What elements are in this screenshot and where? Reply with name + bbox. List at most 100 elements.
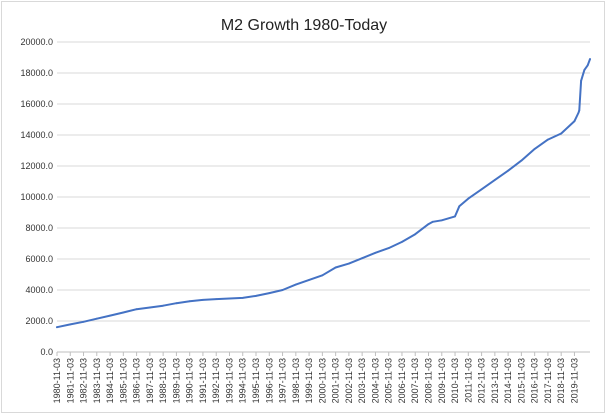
data-point <box>348 262 350 265</box>
x-tick-label: 1998-11-03 <box>291 358 301 403</box>
data-point <box>255 295 257 297</box>
y-tick-label: 6000.0 <box>25 254 53 264</box>
x-tick-label: 2001-11-03 <box>331 358 341 403</box>
x-tick-label: 2014-11-03 <box>503 358 513 403</box>
data-point <box>427 223 430 226</box>
data-point <box>321 274 324 277</box>
data-point <box>334 266 337 269</box>
x-tick-label: 1988-11-03 <box>158 358 168 403</box>
data-point <box>586 64 589 67</box>
x-tick-label: 1997-11-03 <box>278 358 288 403</box>
data-point <box>162 304 165 307</box>
data-point <box>454 215 456 218</box>
data-point <box>109 314 111 317</box>
x-tick-label: 1984-11-03 <box>105 358 115 403</box>
data-point <box>458 205 461 208</box>
data-point <box>431 220 434 223</box>
data-point <box>494 179 496 181</box>
x-tick-label: 2015-11-03 <box>516 358 526 403</box>
x-tick-label: 2007-11-03 <box>410 358 420 403</box>
data-point <box>467 197 470 200</box>
data-point <box>401 241 403 243</box>
y-tick-label: 0.0 <box>40 347 53 357</box>
x-tick-label: 2016-11-03 <box>530 358 540 403</box>
data-point <box>149 306 151 309</box>
x-tick-label: 1989-11-03 <box>171 358 181 403</box>
series-layer <box>56 58 591 329</box>
x-axis-tick-labels: 1980-11-03 1981-11-03 1982-11-03 1983-11-03… <box>52 358 579 403</box>
y-tick-label: 16000.0 <box>20 99 53 109</box>
x-tick-label: 2017-11-03 <box>543 358 553 403</box>
data-point <box>175 302 178 305</box>
data-point <box>69 323 72 326</box>
y-axis-tick-labels: 0.0 2000.0 4000.0 6000.0 8000.0 10000.0 12000.… <box>20 37 53 357</box>
data-point <box>228 297 231 300</box>
x-tick-label: 2009-11-03 <box>437 358 447 403</box>
x-tick-label: 1982-11-03 <box>79 358 89 403</box>
data-point <box>122 311 125 314</box>
x-tick-label: 2003-11-03 <box>357 358 367 403</box>
data-point <box>135 308 138 311</box>
data-point <box>577 111 580 114</box>
data-point <box>361 257 364 260</box>
x-tick-label: 2004-11-03 <box>370 358 380 403</box>
data-point <box>188 300 191 303</box>
axes <box>56 351 590 356</box>
data-point <box>414 233 417 236</box>
x-tick-label: 2008-11-03 <box>424 358 434 403</box>
data-point <box>578 109 581 112</box>
data-point <box>56 326 58 329</box>
data-point <box>480 188 483 191</box>
y-tick-label: 14000.0 <box>20 130 53 140</box>
data-point <box>294 283 297 286</box>
x-tick-label: 2011-11-03 <box>463 358 473 403</box>
data-point <box>374 251 377 254</box>
data-point <box>580 79 582 82</box>
y-tick-label: 4000.0 <box>25 285 53 295</box>
data-point <box>520 159 523 162</box>
x-tick-label: 1994-11-03 <box>238 358 248 403</box>
data-point <box>241 297 244 299</box>
y-tick-label: 18000.0 <box>20 68 53 78</box>
data-point <box>215 298 218 300</box>
data-point <box>440 219 443 222</box>
x-tick-label: 1986-11-03 <box>132 358 142 403</box>
data-point <box>387 247 390 250</box>
y-tick-label: 20000.0 <box>20 37 53 47</box>
data-point <box>95 317 98 320</box>
data-point <box>507 169 509 172</box>
x-tick-label: 1995-11-03 <box>251 358 261 403</box>
data-point <box>573 120 576 122</box>
y-tick-label: 12000.0 <box>20 161 53 171</box>
x-tick-label: 2019-11-03 <box>569 358 579 403</box>
x-tick-label: 2012-11-03 <box>477 358 487 403</box>
data-point <box>547 138 549 141</box>
x-tick-label: 2002-11-03 <box>344 358 354 403</box>
x-tick-label: 2013-11-03 <box>490 358 500 403</box>
data-point <box>583 69 586 71</box>
y-tick-label: 8000.0 <box>25 223 53 233</box>
series-line <box>56 58 591 329</box>
x-tick-label: 1999-11-03 <box>304 358 314 403</box>
x-tick-label: 1980-11-03 <box>52 358 62 403</box>
data-point <box>82 320 85 323</box>
data-point <box>533 148 536 150</box>
data-point <box>268 292 271 294</box>
x-tick-label: 2005-11-03 <box>384 358 394 403</box>
x-tick-label: 1993-11-03 <box>224 358 234 403</box>
x-tick-label: 1985-11-03 <box>118 358 128 403</box>
x-tick-label: 1992-11-03 <box>211 358 221 403</box>
grid-lines <box>57 41 590 322</box>
x-tick-label: 1996-11-03 <box>264 358 274 403</box>
y-tick-label: 2000.0 <box>25 316 53 326</box>
data-point <box>589 58 591 60</box>
x-tick-label: 1983-11-03 <box>92 358 102 403</box>
x-tick-label: 1981-11-03 <box>65 358 75 403</box>
x-tick-label: 2006-11-03 <box>397 358 407 403</box>
x-tick-label: 1987-11-03 <box>145 358 155 403</box>
chart-title: M2 Growth 1980-Today <box>221 17 387 34</box>
y-tick-label: 10000.0 <box>20 192 53 202</box>
data-point <box>560 132 563 135</box>
data-point <box>308 279 310 281</box>
